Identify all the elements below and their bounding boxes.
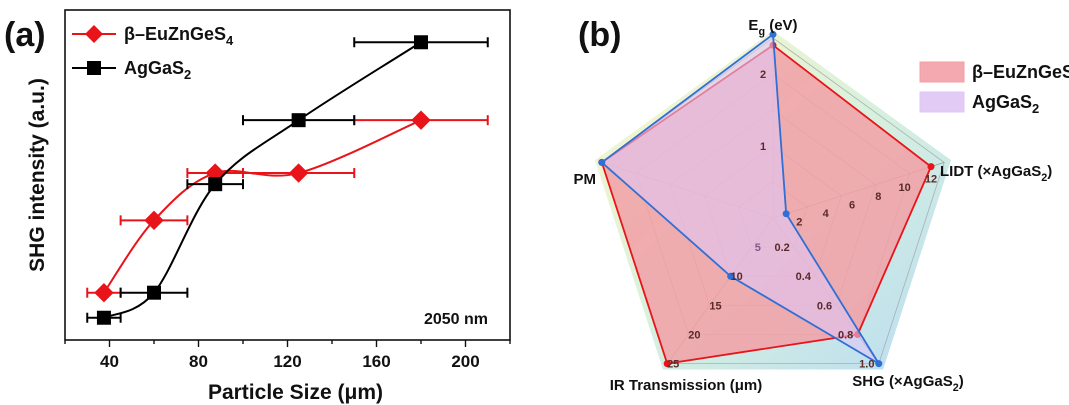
data-point-diamond [411, 110, 431, 130]
radar-tick-label: 10 [899, 182, 911, 194]
x-tick-label: 160 [362, 352, 390, 371]
x-axis-title: Particle Size (μm) [208, 381, 383, 404]
data-point-diamond [94, 282, 114, 303]
radar-tick-label: 5 [755, 242, 761, 254]
data-point-diamond [288, 163, 309, 183]
radar-vertex [598, 158, 606, 166]
radar-tick-label: 25 [667, 359, 679, 371]
radar-tick-label: 1 [760, 141, 766, 153]
radar-tick-label: 0.2 [775, 242, 790, 254]
data-point-square [414, 35, 428, 50]
radar-vertex [769, 30, 777, 38]
radar-axis-label: Eg (eV) [748, 17, 797, 38]
legend-marker-square [87, 61, 101, 75]
radar-tick-label: 8 [875, 191, 881, 203]
radar-vertex [927, 163, 935, 171]
y-axis-title: SHG intensity (a.u.) [26, 78, 49, 272]
series-eu [86, 110, 489, 303]
legend-label: β–EuZnGeS4 [124, 24, 234, 48]
data-point-square [96, 310, 111, 325]
panel-b-label: (b) [578, 16, 621, 54]
radar-tick-label: 20 [688, 329, 700, 341]
legend-label: β–EuZnGeS4 [972, 62, 1069, 86]
radar-tick-label: 10 [731, 271, 743, 283]
legend-label: AgGaS2 [124, 58, 191, 82]
series-agga [86, 35, 489, 325]
radar-vertex [663, 360, 671, 368]
data-point-diamond [144, 210, 164, 231]
radar-tick-label: 0.4 [796, 271, 812, 283]
radar-tick-label: 2 [796, 216, 802, 228]
radar-axis-label: PM [574, 171, 597, 188]
legend: β–EuZnGeS4 AgGaS2 [72, 24, 234, 82]
panel-a-label: (a) [4, 16, 46, 54]
radar-tick-label: 0.8 [838, 329, 853, 341]
radar-vertex [875, 360, 883, 368]
legend-marker-diamond [85, 25, 103, 43]
wavelength-annotation: 2050 nm [424, 311, 488, 328]
radar-axis-label: SHG (×AgGaS2) [852, 373, 963, 394]
radar-axis-label: LIDT (×AgGaS2) [940, 163, 1052, 184]
radar-axis-label: IR Transmission (μm) [610, 377, 763, 394]
legend-label: AgGaS2 [972, 92, 1039, 116]
radar-legend: β–EuZnGeS4 AgGaS2 [919, 61, 1069, 116]
series-line [103, 119, 422, 294]
radar-vertex [782, 210, 790, 218]
radar-tick-label: 0.6 [817, 300, 832, 312]
x-tick-label: 120 [273, 352, 301, 371]
line-chart-shg-vs-particle-size: 40 80 120 160 200 Particle Size (μm) SHG inten… [26, 9, 511, 404]
radar-polygon [600, 32, 880, 365]
legend-swatch [919, 61, 965, 83]
legend-swatch [919, 91, 965, 113]
data-point-square [208, 177, 223, 192]
data-point-square [291, 113, 306, 128]
series-line [103, 41, 422, 319]
radar-tick-label: 4 [823, 208, 830, 220]
x-tick-label: 80 [189, 352, 208, 371]
x-tick-label: 200 [451, 352, 479, 371]
radar-tick-label: 6 [849, 199, 855, 211]
radar-tick-label: 2 [760, 69, 766, 81]
radar-tick-label: 1.0 [859, 359, 874, 371]
x-tick-label: 40 [100, 352, 119, 371]
radar-tick-label: 12 [925, 174, 937, 186]
radar-series-agga [598, 30, 883, 368]
radar-tick-label: 15 [709, 300, 721, 312]
data-point-square [147, 285, 161, 300]
radar-vertex [727, 272, 735, 280]
